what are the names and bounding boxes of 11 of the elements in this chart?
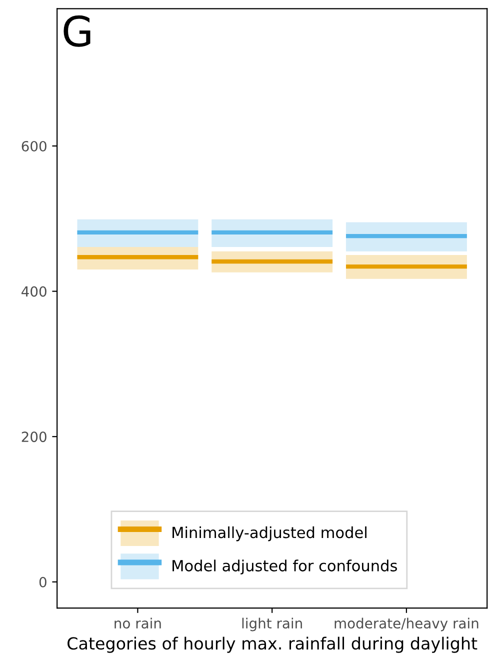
x-axis-title: Categories of hourly max. rainfall during daylight xyxy=(68,636,478,653)
x-tick-label: moderate/heavy rain xyxy=(334,618,478,632)
y-tick-label: 200 xyxy=(22,432,46,442)
x-tick-label: no rain xyxy=(114,618,161,629)
legend-label: Model adjusted for confounds xyxy=(172,560,397,574)
y-tick-label: 400 xyxy=(22,286,46,297)
legend-label: Minimally-adjusted model xyxy=(172,526,366,542)
y-tick-label: 600 xyxy=(22,140,46,152)
y-tick-label: 0 xyxy=(39,576,46,588)
chart-title: G xyxy=(64,15,90,47)
x-tick-label: light rain xyxy=(242,618,302,632)
